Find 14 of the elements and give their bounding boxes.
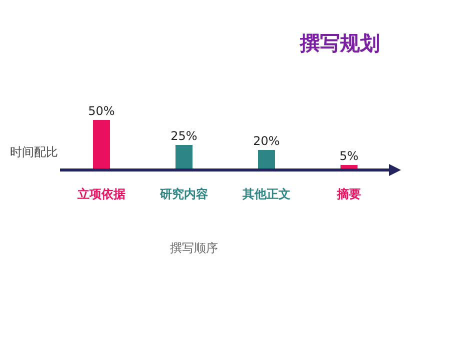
data-label: 5% [339, 149, 359, 163]
x-tick-label: 研究内容 [158, 187, 208, 201]
x-tick-label: 立项依据 [76, 187, 126, 201]
data-label: 25% [170, 129, 198, 143]
x-axis-title: 撰写顺序 [170, 240, 218, 257]
x-tick-label: 摘要 [336, 187, 361, 201]
data-label: 20% [253, 134, 280, 148]
y-axis-title: 时间配比 [10, 144, 58, 161]
bar [258, 150, 275, 170]
data-label: 50% [88, 104, 115, 118]
chart-title: 撰写规划 [300, 30, 380, 57]
x-tick-label: 其他正文 [241, 187, 290, 201]
bar [176, 145, 192, 170]
bar [93, 120, 110, 170]
